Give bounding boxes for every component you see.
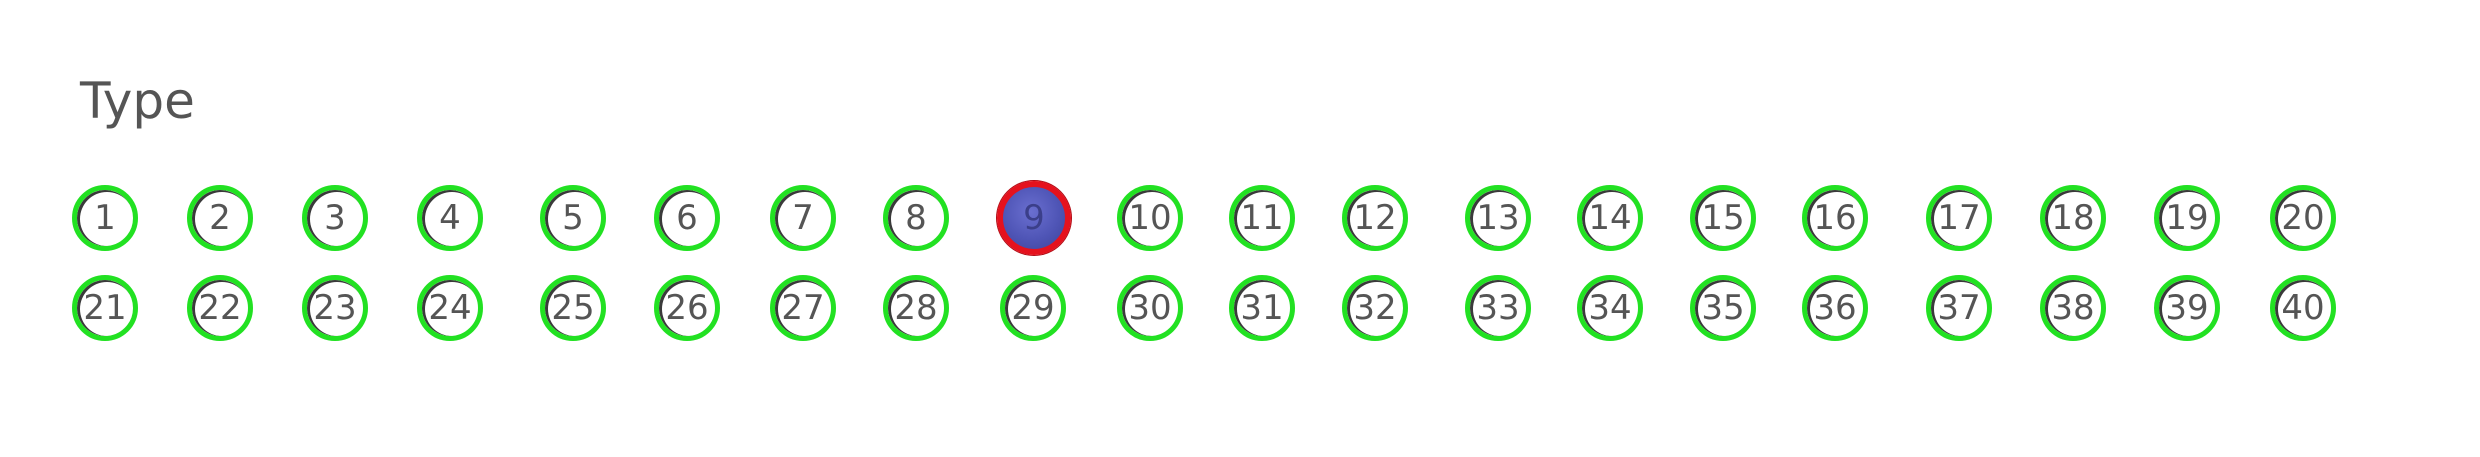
option-label: 28 — [894, 288, 938, 328]
option-label: 2 — [209, 198, 231, 238]
option-13[interactable]: 13 — [1465, 185, 1531, 251]
option-label: 36 — [1813, 288, 1857, 328]
option-label: 30 — [1128, 288, 1172, 328]
option-21[interactable]: 21 — [72, 275, 138, 341]
option-18[interactable]: 18 — [2040, 185, 2106, 251]
option-1[interactable]: 1 — [72, 185, 138, 251]
option-label: 7 — [792, 198, 814, 238]
option-label: 12 — [1353, 198, 1397, 238]
option-label: 35 — [1701, 288, 1745, 328]
option-39[interactable]: 39 — [2154, 275, 2220, 341]
option-35[interactable]: 35 — [1690, 275, 1756, 341]
option-label: 11 — [1240, 198, 1284, 238]
option-22[interactable]: 22 — [187, 275, 253, 341]
option-20[interactable]: 20 — [2270, 185, 2336, 251]
option-label: 34 — [1588, 288, 1632, 328]
option-23[interactable]: 23 — [302, 275, 368, 341]
option-10[interactable]: 10 — [1117, 185, 1183, 251]
option-label: 32 — [1353, 288, 1397, 328]
option-label: 4 — [439, 198, 461, 238]
option-label: 5 — [562, 198, 584, 238]
option-38[interactable]: 38 — [2040, 275, 2106, 341]
section-title: Type — [80, 72, 195, 130]
option-6[interactable]: 6 — [654, 185, 720, 251]
option-24[interactable]: 24 — [417, 275, 483, 341]
option-row-1: 1 2 3 4 5 6 7 8 9 10 11 12 13 14 15 16 1… — [72, 181, 2372, 261]
option-25[interactable]: 25 — [540, 275, 606, 341]
option-label: 15 — [1701, 198, 1745, 238]
option-label: 22 — [198, 288, 242, 328]
option-15[interactable]: 15 — [1690, 185, 1756, 251]
option-label: 33 — [1476, 288, 1520, 328]
option-label: 37 — [1937, 288, 1981, 328]
option-14[interactable]: 14 — [1577, 185, 1643, 251]
option-32[interactable]: 32 — [1342, 275, 1408, 341]
option-28[interactable]: 28 — [883, 275, 949, 341]
option-11[interactable]: 11 — [1229, 185, 1295, 251]
option-37[interactable]: 37 — [1926, 275, 1992, 341]
option-label: 6 — [676, 198, 698, 238]
option-label: 20 — [2281, 198, 2325, 238]
option-label: 29 — [1011, 288, 1055, 328]
option-label: 17 — [1937, 198, 1981, 238]
option-label: 10 — [1128, 198, 1172, 238]
option-label: 13 — [1476, 198, 1520, 238]
option-5[interactable]: 5 — [540, 185, 606, 251]
option-30[interactable]: 30 — [1117, 275, 1183, 341]
option-31[interactable]: 31 — [1229, 275, 1295, 341]
option-17[interactable]: 17 — [1926, 185, 1992, 251]
option-label: 1 — [94, 198, 116, 238]
option-label: 23 — [313, 288, 357, 328]
option-label: 31 — [1240, 288, 1284, 328]
option-29[interactable]: 29 — [1000, 275, 1066, 341]
option-label: 25 — [551, 288, 595, 328]
option-label: 3 — [324, 198, 346, 238]
option-label: 16 — [1813, 198, 1857, 238]
option-3[interactable]: 3 — [302, 185, 368, 251]
option-2[interactable]: 2 — [187, 185, 253, 251]
option-label: 19 — [2165, 198, 2209, 238]
option-12[interactable]: 12 — [1342, 185, 1408, 251]
option-label: 24 — [428, 288, 472, 328]
option-16[interactable]: 16 — [1802, 185, 1868, 251]
option-33[interactable]: 33 — [1465, 275, 1531, 341]
option-label: 9 — [1023, 198, 1045, 238]
option-40[interactable]: 40 — [2270, 275, 2336, 341]
option-8[interactable]: 8 — [883, 185, 949, 251]
option-label: 27 — [781, 288, 825, 328]
option-label: 14 — [1588, 198, 1632, 238]
option-label: 21 — [83, 288, 127, 328]
type-option-grid: 1 2 3 4 5 6 7 8 9 10 11 12 13 14 15 16 1… — [72, 181, 2372, 355]
option-label: 39 — [2165, 288, 2209, 328]
option-9[interactable]: 9 — [997, 181, 1071, 255]
option-36[interactable]: 36 — [1802, 275, 1868, 341]
option-7[interactable]: 7 — [770, 185, 836, 251]
option-27[interactable]: 27 — [770, 275, 836, 341]
option-label: 40 — [2281, 288, 2325, 328]
option-34[interactable]: 34 — [1577, 275, 1643, 341]
option-label: 8 — [905, 198, 927, 238]
option-label: 38 — [2051, 288, 2095, 328]
option-19[interactable]: 19 — [2154, 185, 2220, 251]
option-label: 18 — [2051, 198, 2095, 238]
option-26[interactable]: 26 — [654, 275, 720, 341]
option-4[interactable]: 4 — [417, 185, 483, 251]
option-label: 26 — [665, 288, 709, 328]
option-row-2: 21 22 23 24 25 26 27 28 29 30 31 32 33 3… — [72, 275, 2372, 351]
